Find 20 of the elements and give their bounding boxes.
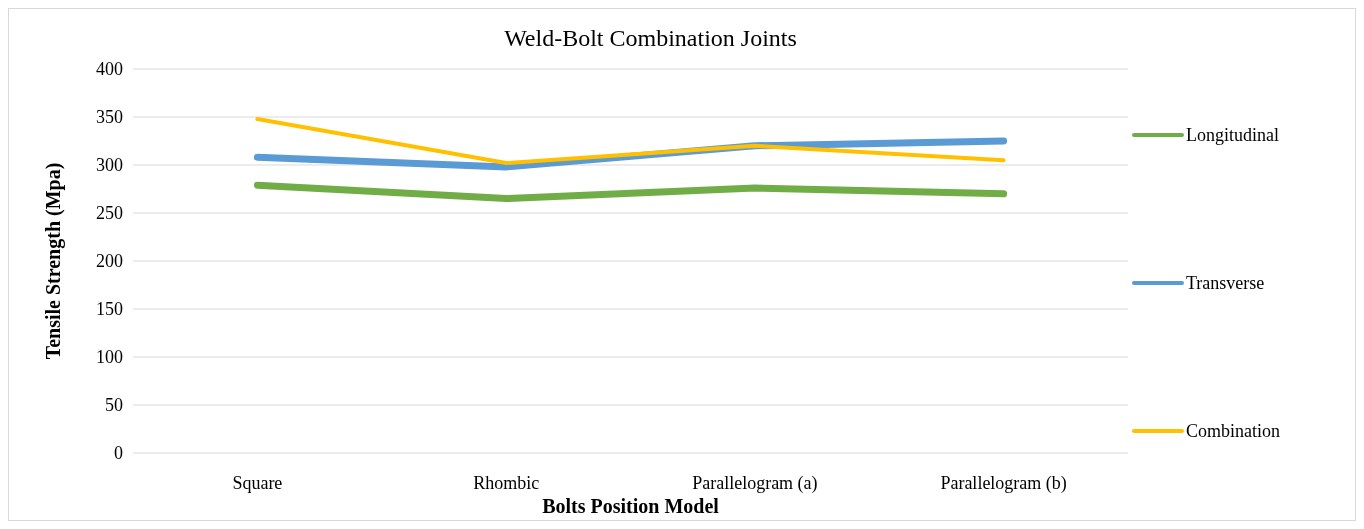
y-tick-label: 250	[96, 203, 123, 224]
legend-label: Combination	[1186, 421, 1280, 442]
y-tick-label: 400	[96, 59, 123, 80]
y-tick-label: 100	[96, 347, 123, 368]
y-tick-label: 50	[105, 395, 123, 416]
y-axis-title: Tensile Strength (Mpa)	[42, 162, 65, 360]
x-tick-label: Rhombic	[473, 473, 540, 493]
y-tick-label: 300	[96, 155, 123, 176]
legend-label: Transverse	[1186, 273, 1265, 294]
x-tick-label: Parallelogram (b)	[940, 473, 1067, 494]
y-tick-label: 350	[96, 107, 123, 128]
x-axis-title: Bolts Position Model	[542, 495, 720, 517]
x-tick-label: Parallelogram (a)	[692, 473, 818, 494]
y-tick-label: 200	[96, 251, 123, 272]
legend-label: Longitudinal	[1186, 125, 1279, 146]
line-series	[255, 116, 1006, 166]
x-tick-label: Square	[232, 473, 283, 493]
chart-title: Weld-Bolt Combination Joints	[504, 25, 797, 51]
y-tick-label: 0	[114, 443, 123, 464]
y-tick-label: 150	[96, 299, 123, 320]
